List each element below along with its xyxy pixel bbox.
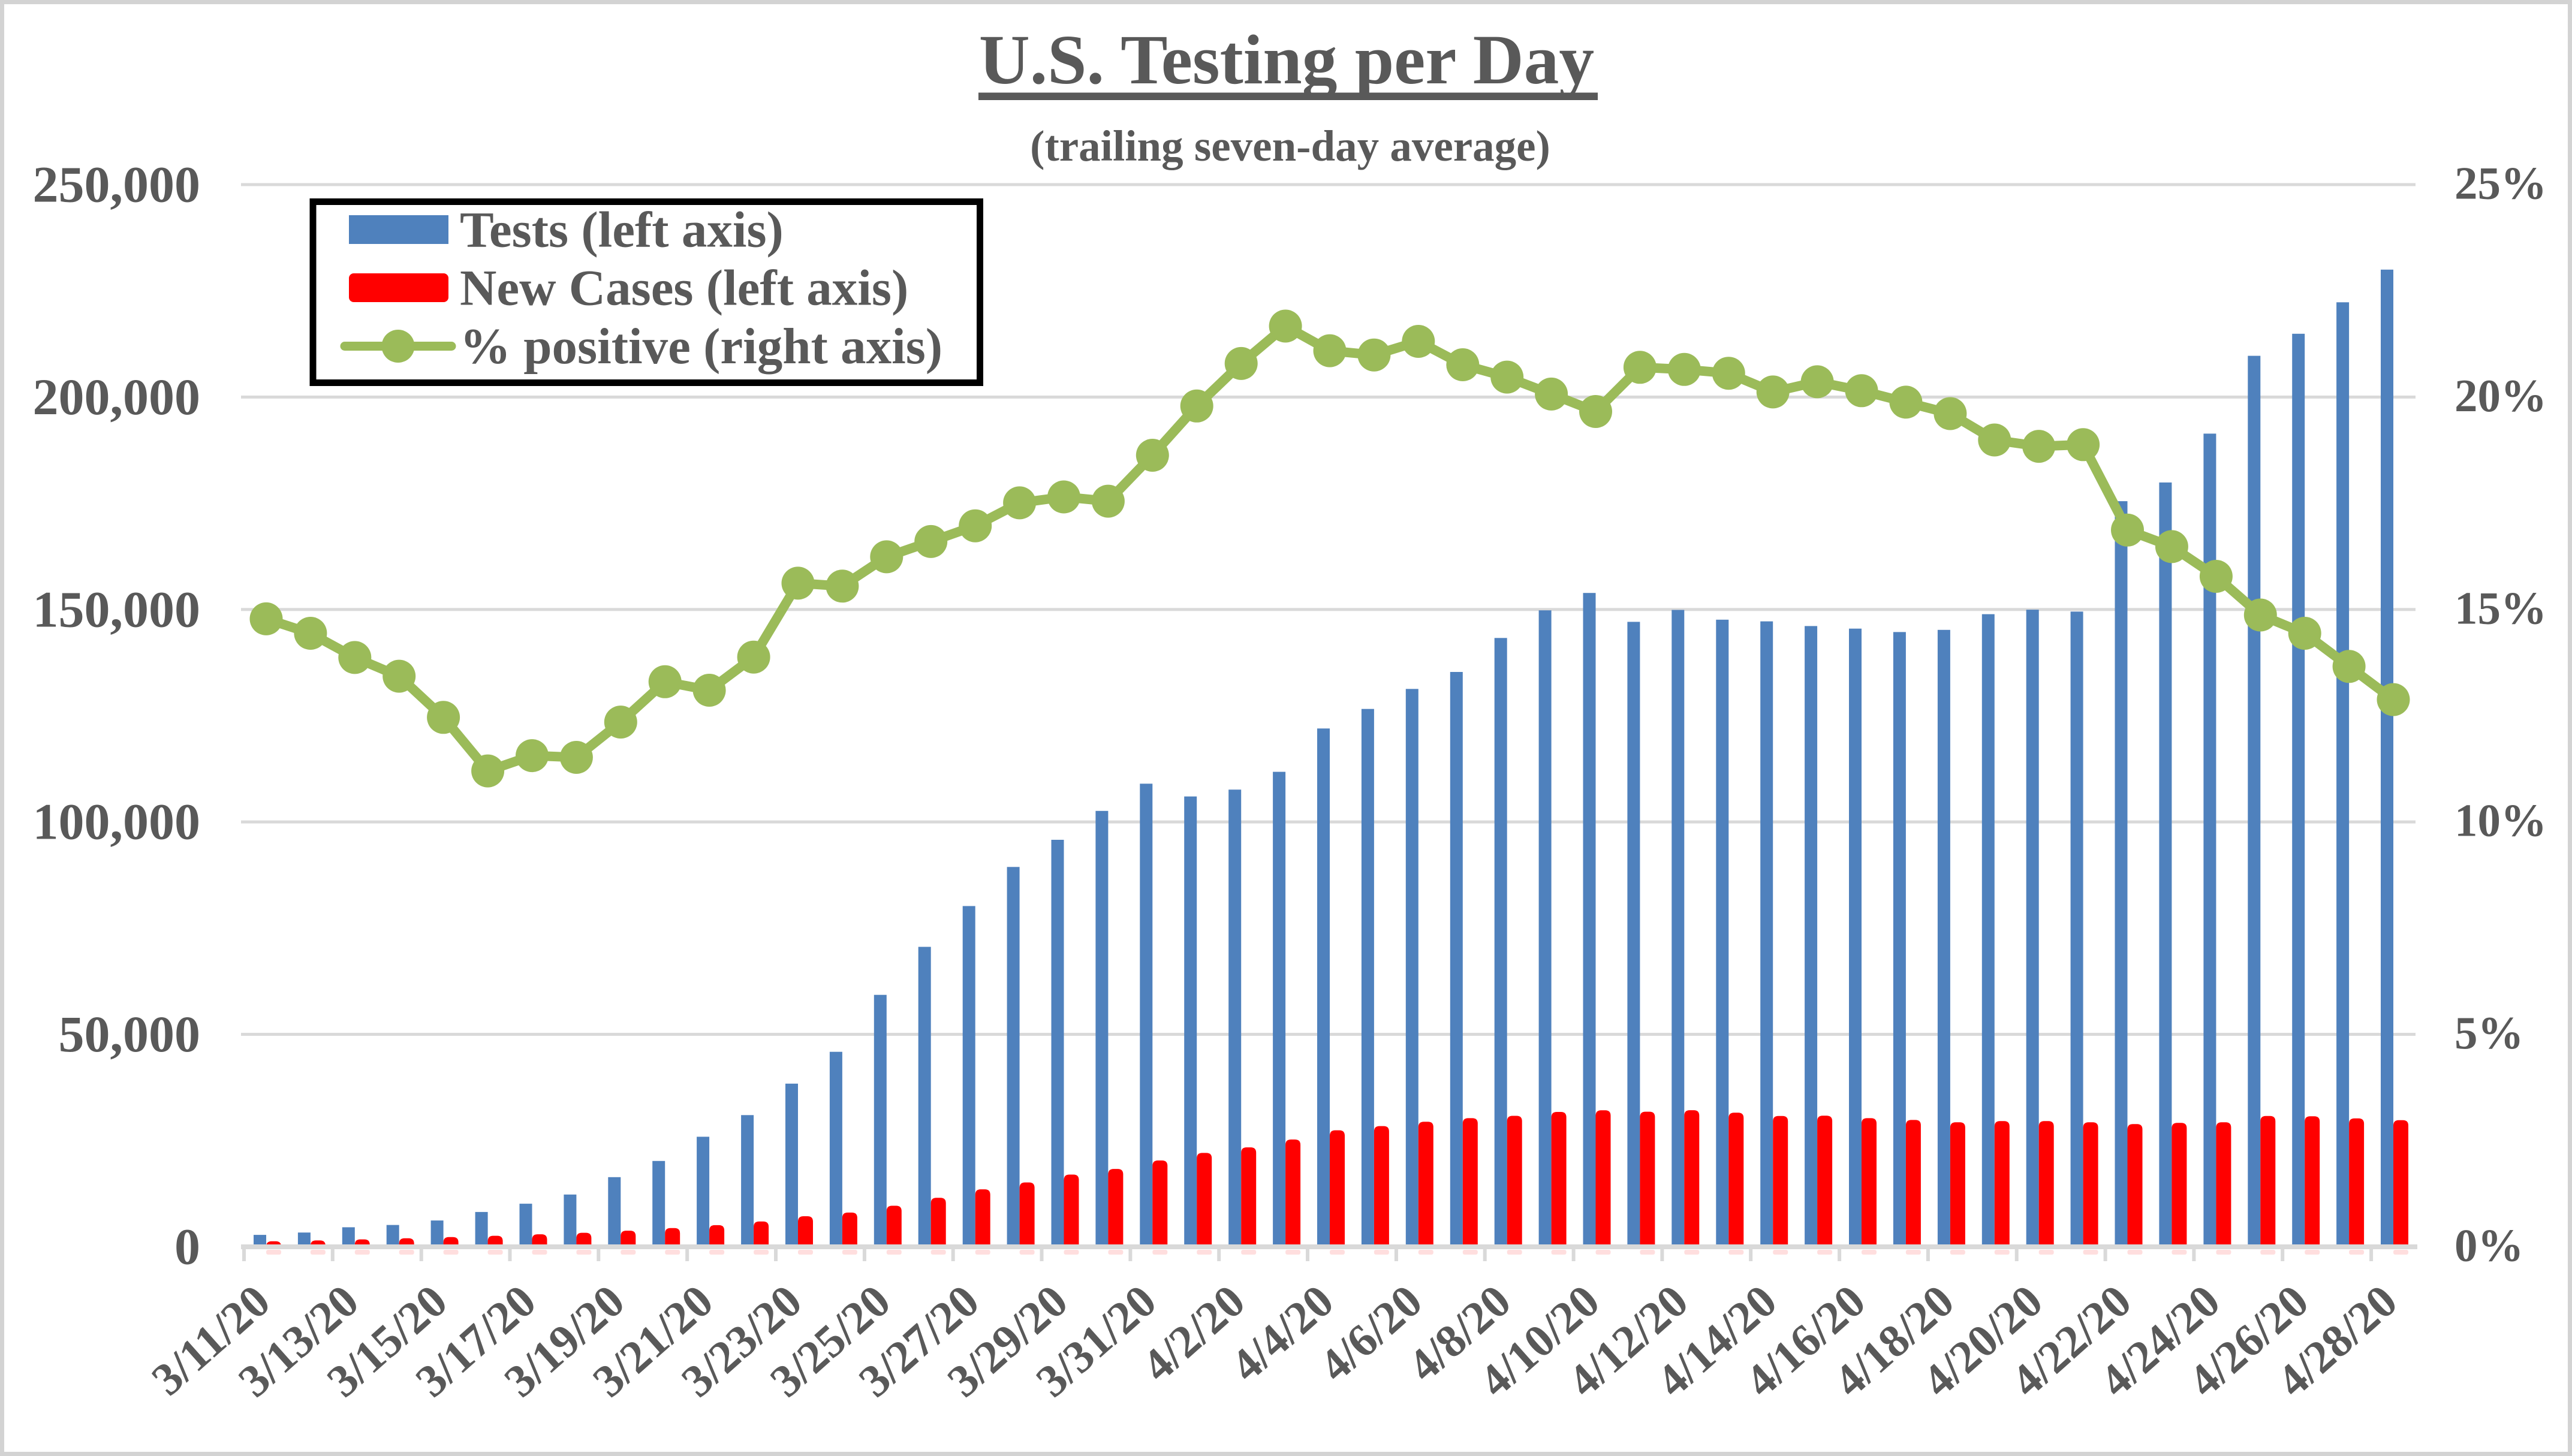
svg-text:5%: 5%	[2454, 1007, 2524, 1059]
svg-text:% positive (right axis): % positive (right axis)	[460, 318, 942, 375]
svg-text:New Cases (left axis): New Cases (left axis)	[460, 260, 908, 316]
svg-text:200,000: 200,000	[33, 368, 201, 426]
svg-text:250,000: 250,000	[33, 156, 201, 213]
svg-text:150,000: 150,000	[33, 580, 201, 638]
svg-text:10%: 10%	[2454, 795, 2547, 846]
svg-text:U.S. Testing per Day: U.S. Testing per Day	[979, 21, 1594, 99]
svg-text:15%: 15%	[2454, 582, 2547, 634]
svg-text:20%: 20%	[2454, 370, 2547, 421]
svg-text:(trailing seven-day average): (trailing seven-day average)	[1030, 122, 1550, 170]
svg-text:50,000: 50,000	[59, 1005, 201, 1063]
svg-text:25%: 25%	[2454, 158, 2547, 209]
svg-text:0: 0	[174, 1218, 200, 1276]
svg-text:Tests (left axis): Tests (left axis)	[460, 202, 784, 258]
svg-text:0%: 0%	[2454, 1220, 2524, 1271]
svg-text:100,000: 100,000	[33, 793, 201, 851]
